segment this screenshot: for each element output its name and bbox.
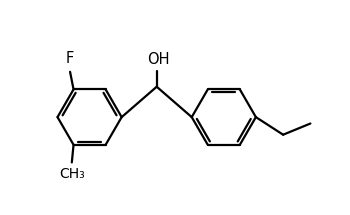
Text: CH₃: CH₃ [59, 167, 85, 181]
Text: OH: OH [147, 52, 170, 67]
Text: F: F [66, 51, 74, 66]
